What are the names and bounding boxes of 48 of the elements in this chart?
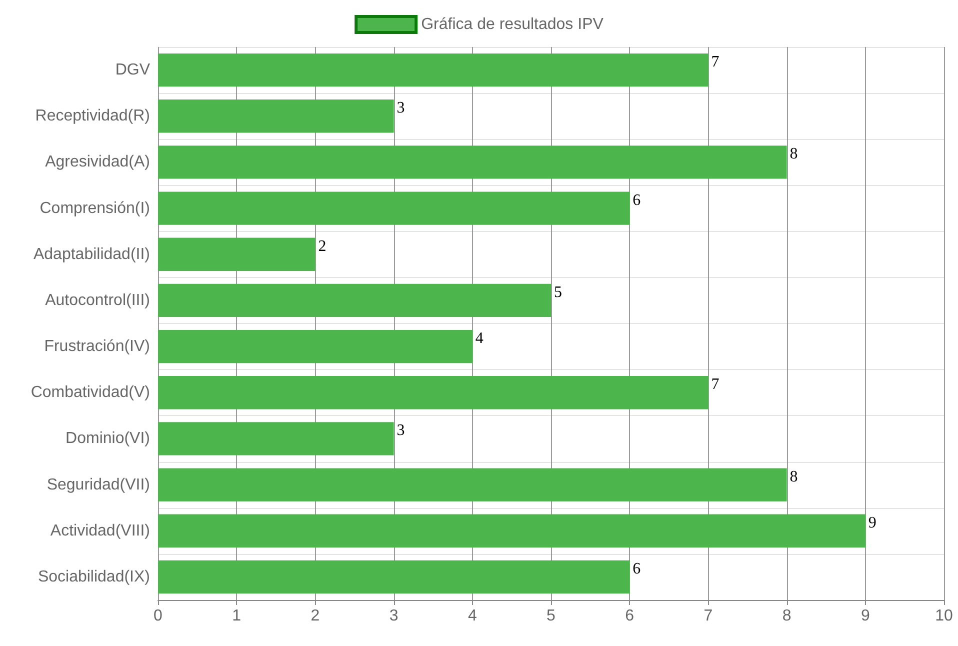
bar — [158, 238, 316, 271]
y-tick-label: Frustración(IV) — [44, 338, 150, 356]
x-tick-label: 4 — [468, 608, 477, 624]
x-tick-label: 10 — [935, 608, 953, 624]
y-tick-label: Adaptabilidad(II) — [33, 246, 150, 263]
y-tick-label: DGV — [115, 62, 150, 79]
bar — [158, 514, 866, 548]
y-tick-label: Actividad(VIII) — [50, 522, 150, 540]
x-tick-label: 7 — [704, 608, 713, 624]
bar — [158, 53, 708, 87]
data-label: 4 — [475, 330, 484, 348]
y-tick-label: Seguridad(VII) — [46, 476, 150, 494]
data-label: 3 — [396, 100, 405, 117]
x-tick-label: 2 — [310, 608, 320, 624]
data-label: 6 — [632, 192, 641, 209]
bar — [158, 560, 630, 594]
data-label: 8 — [790, 468, 798, 486]
data-label: 5 — [554, 284, 562, 301]
x-tick-label: 6 — [625, 608, 634, 624]
bar — [158, 100, 394, 133]
bar — [158, 330, 472, 364]
bar — [158, 284, 551, 318]
y-tick-label: Receptividad(R) — [35, 108, 150, 125]
data-label: 7 — [711, 376, 720, 394]
data-label: 6 — [632, 560, 641, 578]
data-label: 9 — [868, 514, 876, 532]
y-tick-label: Agresividad(A) — [45, 154, 150, 171]
bar — [158, 192, 630, 225]
data-label: 3 — [396, 422, 405, 440]
data-label: 2 — [318, 238, 326, 255]
x-tick-label: 3 — [389, 608, 398, 624]
x-tick-label: 9 — [860, 608, 870, 624]
bar — [158, 376, 708, 410]
x-tick-label: 1 — [232, 608, 242, 624]
x-tick-label: 5 — [546, 608, 556, 624]
y-tick-label: Comprensión(I) — [40, 200, 150, 217]
bar — [158, 422, 394, 456]
y-tick-label: Autocontrol(III) — [45, 292, 150, 309]
legend-label: Gráfica de resultados IPV — [421, 16, 604, 33]
y-tick-label: Dominio(VI) — [66, 430, 150, 448]
bar — [158, 146, 787, 179]
bar — [158, 468, 787, 502]
data-label: 7 — [711, 54, 720, 71]
y-tick-label: Sociabilidad(IX) — [38, 568, 150, 586]
data-label: 8 — [790, 146, 798, 163]
x-tick-label: 0 — [154, 608, 163, 624]
x-tick-label: 8 — [782, 608, 792, 624]
y-tick-label: Combatividad(V) — [30, 384, 150, 402]
